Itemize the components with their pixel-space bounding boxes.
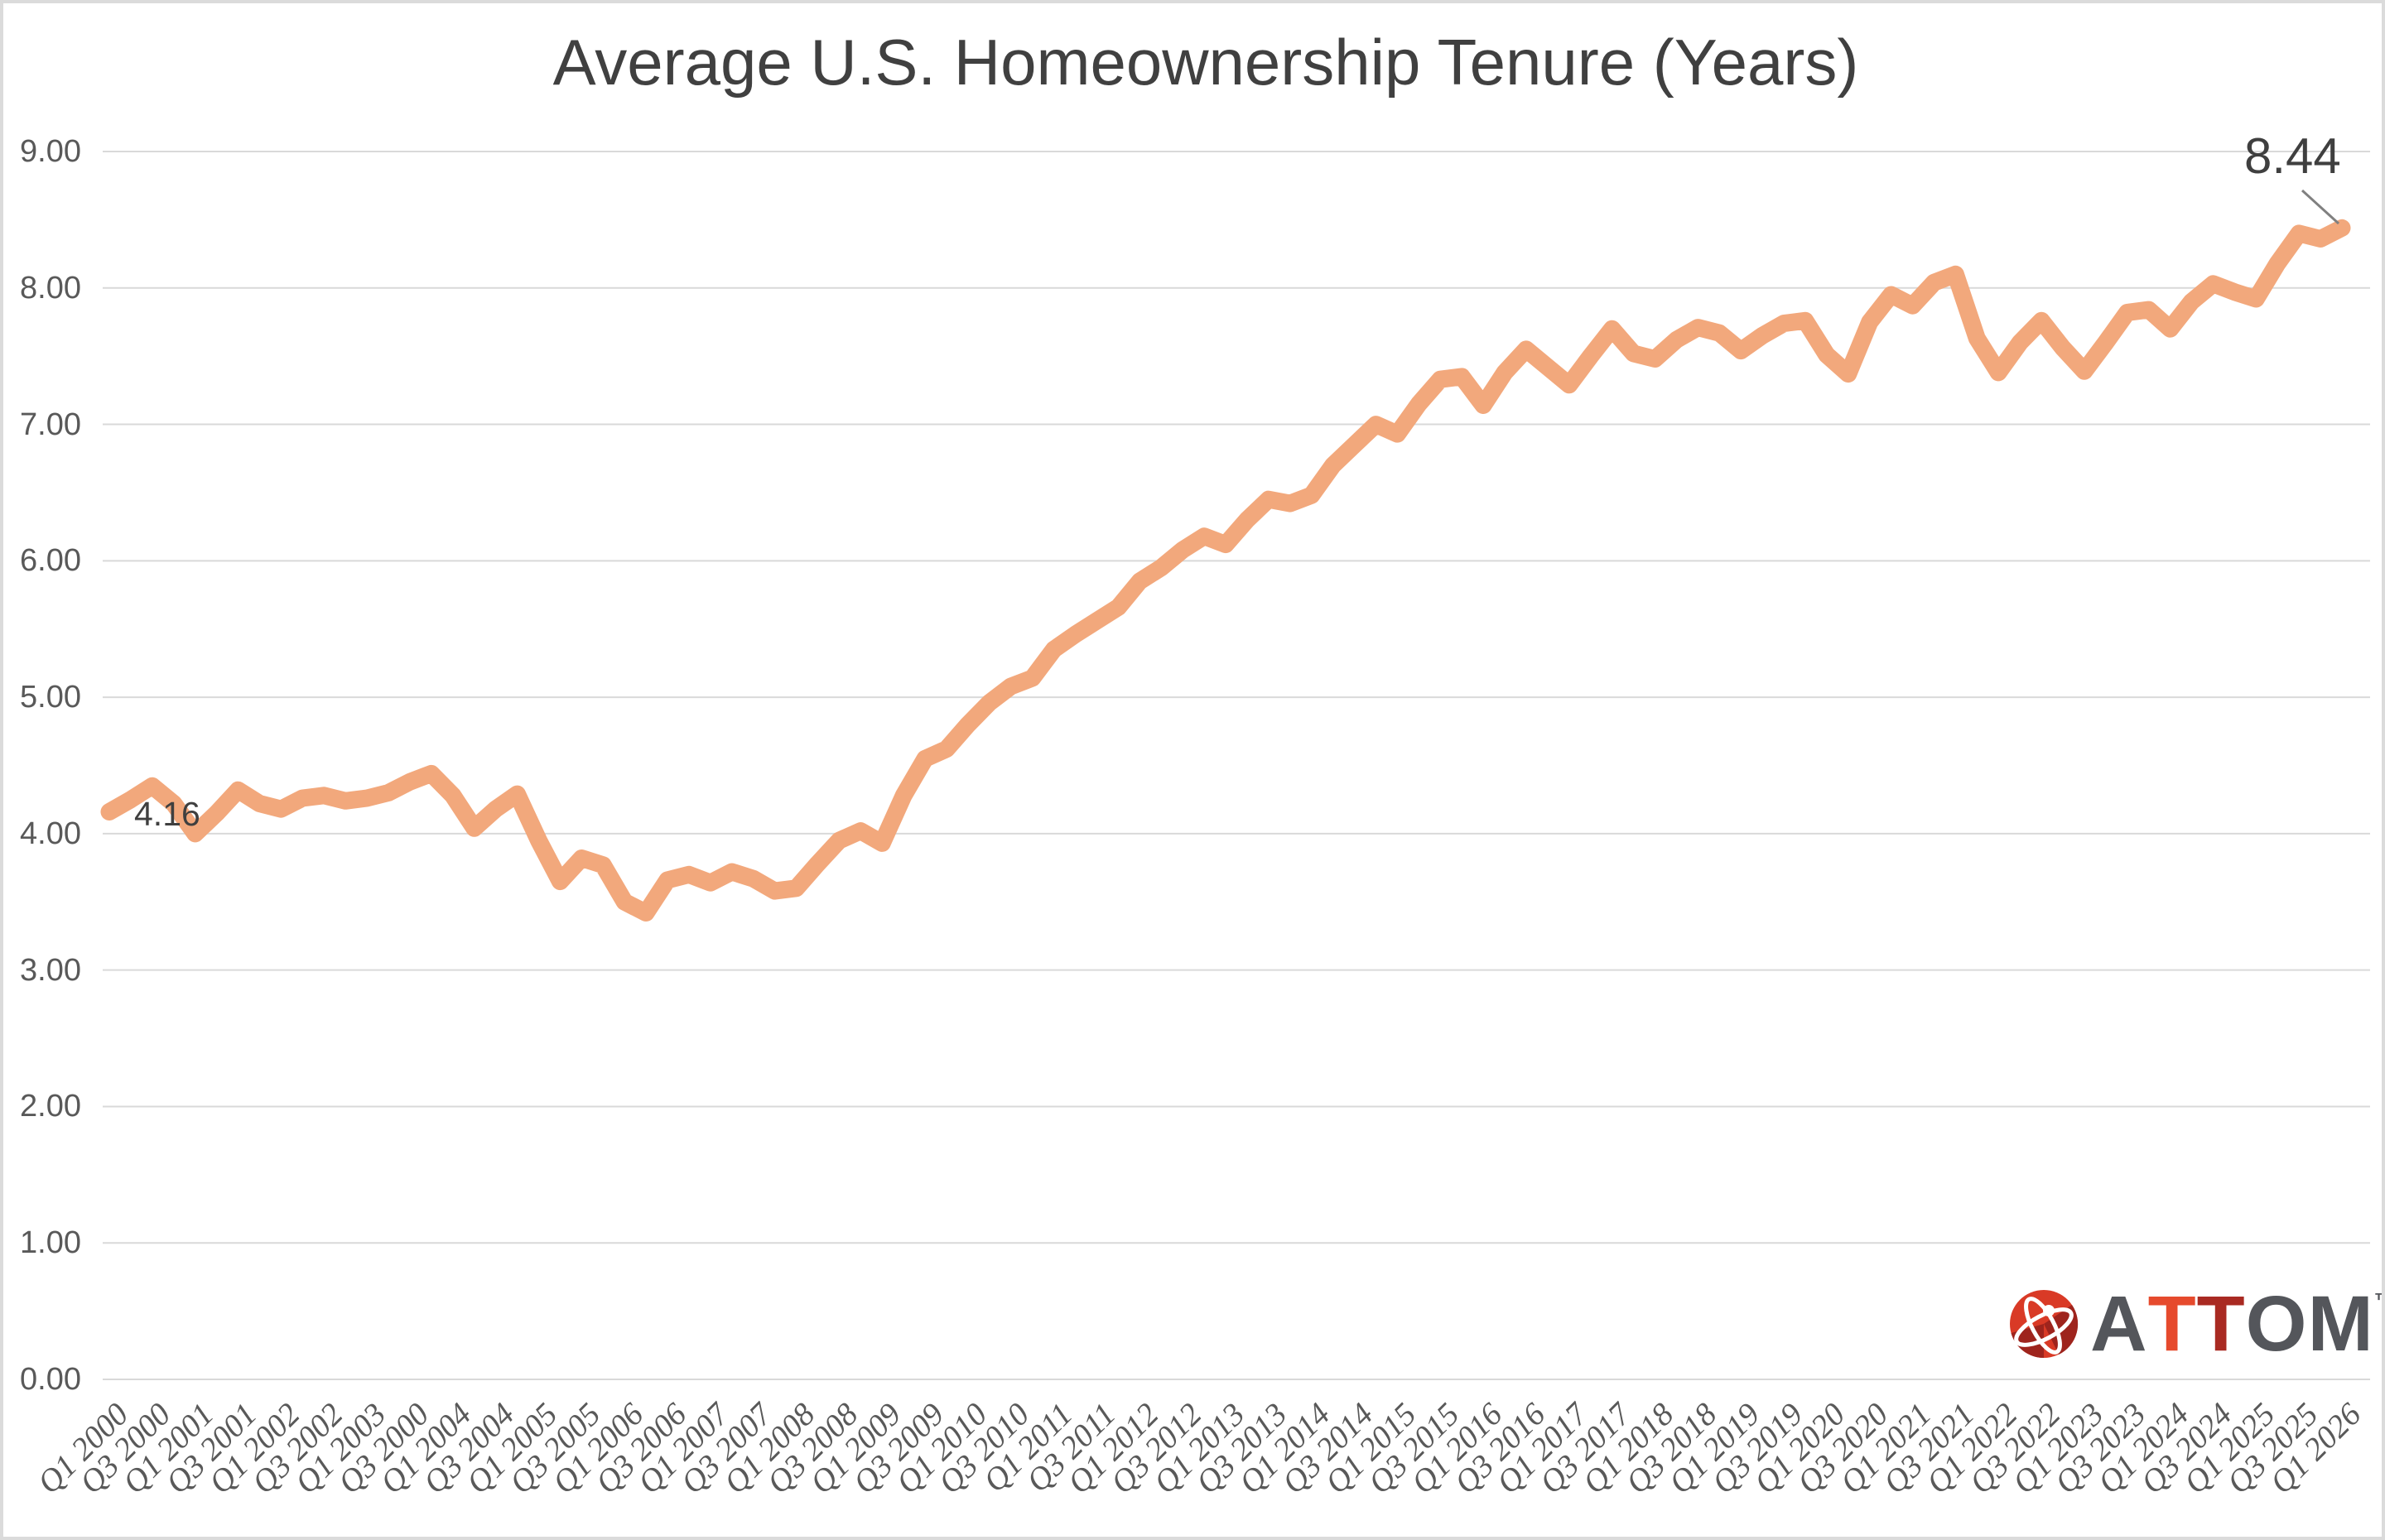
y-axis-label: 7.00 bbox=[20, 407, 81, 442]
trademark-symbol: ™ bbox=[2374, 1290, 2382, 1311]
tenure-line-series bbox=[100, 219, 2351, 922]
y-axis-label: 0.00 bbox=[20, 1362, 81, 1397]
last-point-data-label: 8.44 bbox=[2244, 128, 2341, 184]
attom-letter: T bbox=[2147, 1280, 2197, 1368]
chart-title: Average U.S. Homeownership Tenure (Years… bbox=[552, 26, 1859, 99]
first-point-data-label: 4.16 bbox=[134, 795, 200, 833]
callout-leader-line bbox=[2301, 189, 2340, 225]
attom-globe-icon bbox=[2010, 1290, 2079, 1358]
attom-letter: O bbox=[2245, 1280, 2308, 1368]
plot-area bbox=[100, 150, 2370, 1380]
y-axis-label: 5.00 bbox=[20, 680, 81, 715]
y-axis-label: 3.00 bbox=[20, 952, 81, 988]
y-axis-label: 9.00 bbox=[20, 133, 81, 169]
y-axis-label: 1.00 bbox=[20, 1225, 81, 1261]
attom-letter: T bbox=[2196, 1280, 2246, 1368]
y-axis-label: 2.00 bbox=[20, 1089, 81, 1124]
gridlines bbox=[103, 150, 2370, 1380]
attom-letter: M bbox=[2307, 1280, 2374, 1368]
y-axis-label: 6.00 bbox=[20, 543, 81, 579]
y-axis-label: 8.00 bbox=[20, 270, 81, 306]
attom-letter: A bbox=[2090, 1280, 2148, 1368]
y-axis-label: 4.00 bbox=[20, 816, 81, 851]
